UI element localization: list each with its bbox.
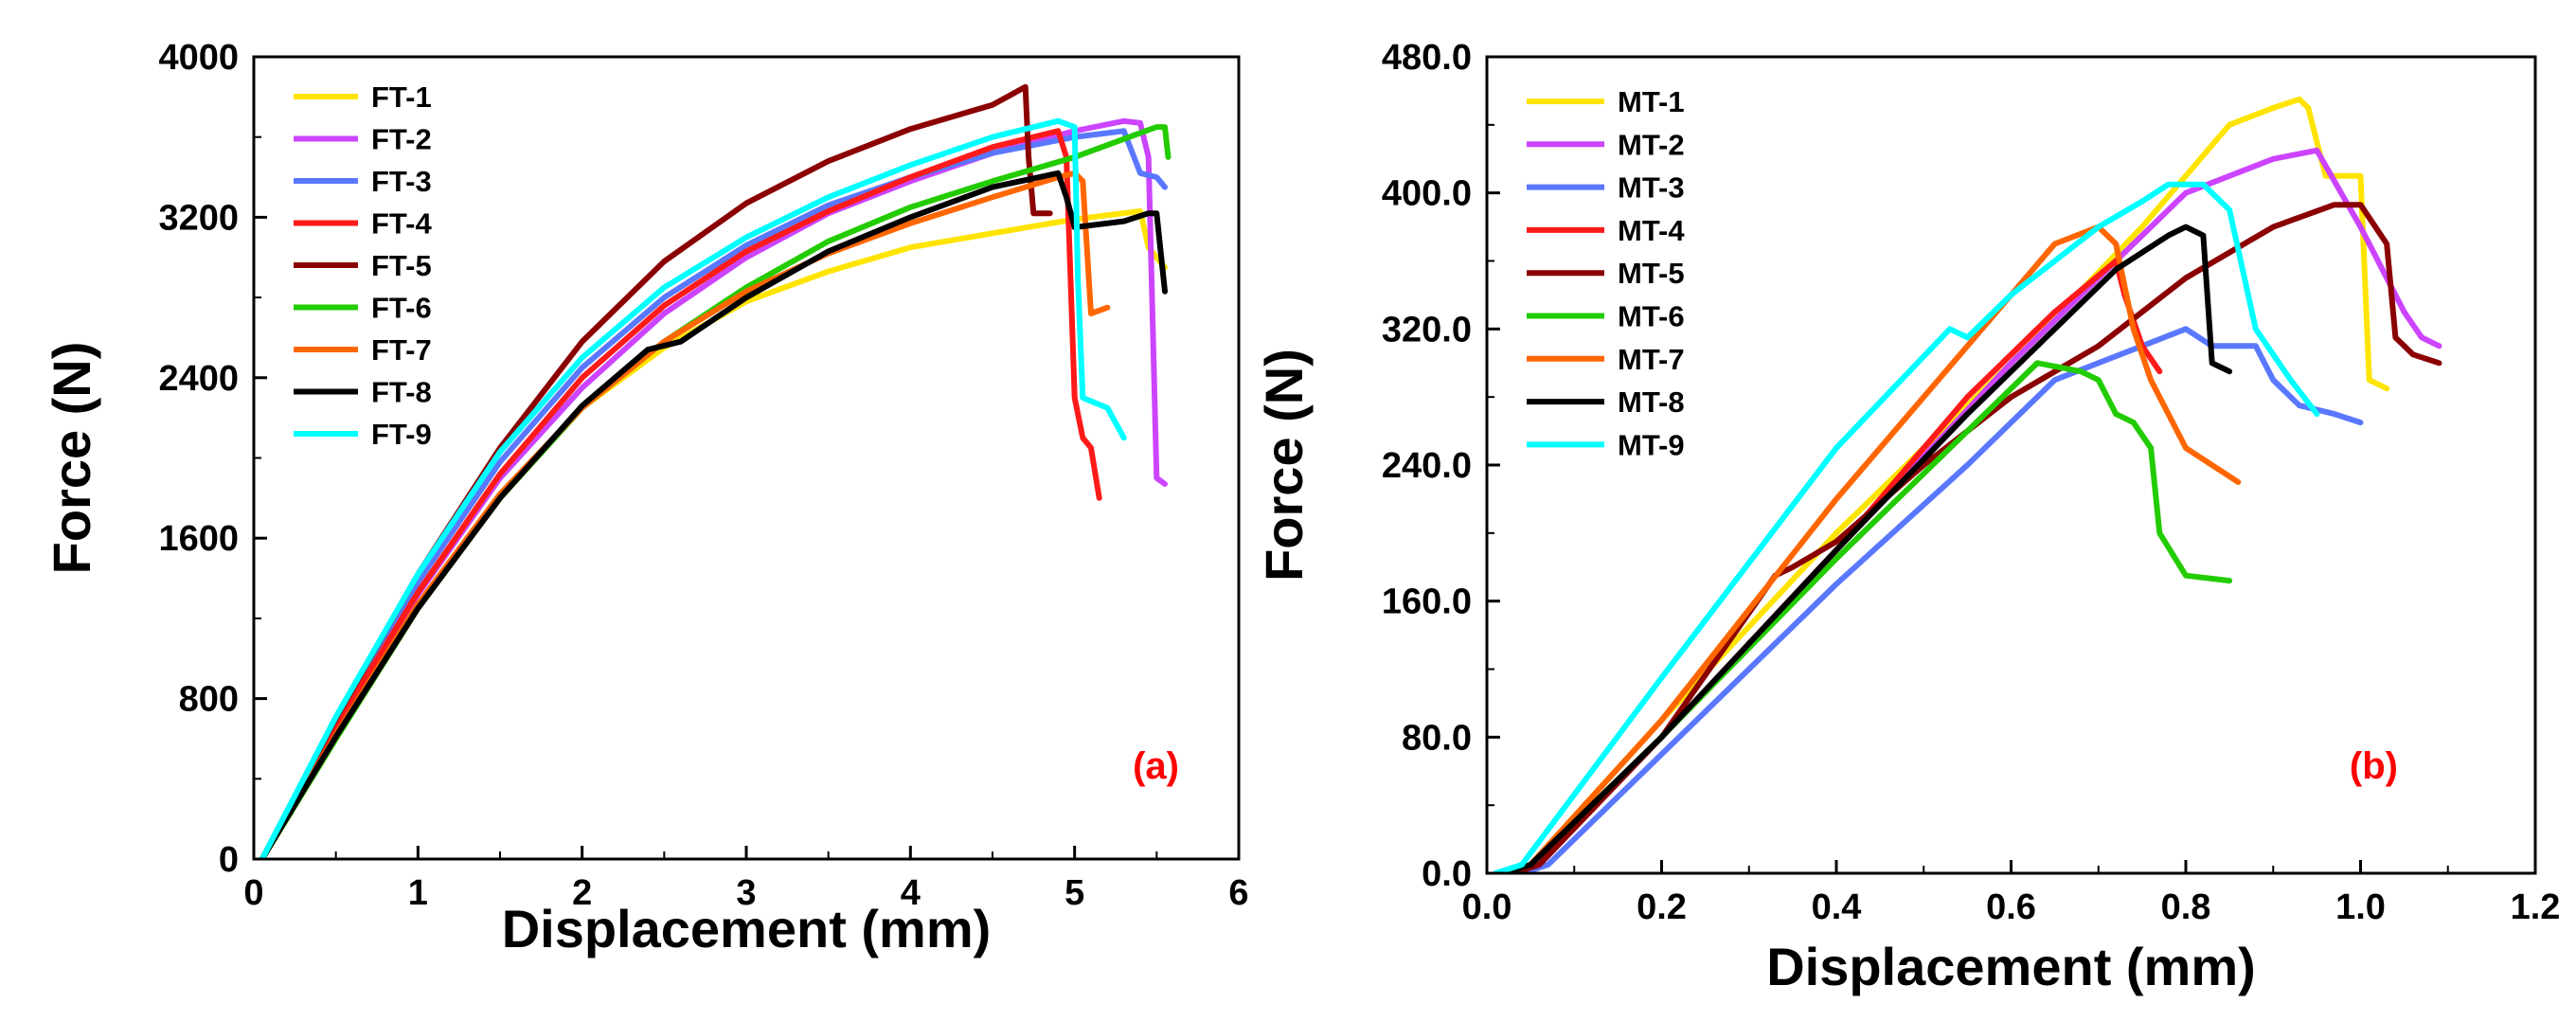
x-tick-label: 0.0 xyxy=(1462,887,1512,927)
y-tick-label: 240.0 xyxy=(1382,446,1472,486)
x-tick-label: 0.6 xyxy=(1986,887,2036,927)
legend-label-ft-8: FT-8 xyxy=(371,376,432,409)
panel-label: (b) xyxy=(2350,745,2398,787)
y-tick-label: 320.0 xyxy=(1382,310,1472,349)
y-tick-label: 0.0 xyxy=(1422,854,1472,894)
legend-label-mt-9: MT-9 xyxy=(1618,428,1685,461)
series-group xyxy=(1493,96,2442,873)
legend: FT-1 FT-2 FT-3 FT-4 FT-5 FT-6 FT-7 FT-8 FT-9 xyxy=(294,81,432,451)
series-line-ft-3 xyxy=(259,128,1168,859)
legend-label-ft-9: FT-9 xyxy=(371,418,432,451)
legend-label-mt-7: MT-7 xyxy=(1618,343,1685,376)
legend-label-mt-5: MT-5 xyxy=(1618,257,1685,290)
series-line-mt-8 xyxy=(1501,224,2233,873)
chart-panel-a: 0 1 2 3 4 5 6 0 800 1600 2400 3200 4000 Displacement … xyxy=(42,38,1249,958)
x-tick-label: 6 xyxy=(1228,873,1248,913)
x-axis-title: Displacement (mm) xyxy=(1766,937,2256,996)
series-line-ft-9 xyxy=(259,117,1127,859)
series-group xyxy=(259,83,1172,859)
series-line-mt-7 xyxy=(1501,224,2242,873)
x-tick-label: 5 xyxy=(1064,873,1084,913)
y-tick-label: 80.0 xyxy=(1402,718,1472,758)
y-axis-title: Force (N) xyxy=(42,342,101,575)
legend-label-ft-6: FT-6 xyxy=(371,292,432,325)
y-tick-label: 480.0 xyxy=(1382,38,1472,78)
legend-label-mt-6: MT-6 xyxy=(1618,300,1685,333)
x-tick-label: 1 xyxy=(408,873,428,913)
x-tick-label: 2 xyxy=(572,873,592,913)
x-tick-label: 0.2 xyxy=(1637,887,1687,927)
legend-label-mt-3: MT-3 xyxy=(1618,171,1685,205)
legend-label-mt-2: MT-2 xyxy=(1618,128,1685,161)
y-tick-label: 400.0 xyxy=(1382,174,1472,214)
y-tick-label: 800 xyxy=(179,680,239,720)
series-line-mt-9 xyxy=(1493,181,2320,873)
panel-label: (a) xyxy=(1133,745,1179,787)
y-tick-label: 0 xyxy=(219,840,239,880)
x-tick-label: 1.0 xyxy=(2335,887,2386,927)
series-line-ft-4 xyxy=(259,128,1102,859)
legend-label-mt-1: MT-1 xyxy=(1618,85,1685,118)
y-tick-label: 1600 xyxy=(158,519,239,559)
x-tick-label: 0.8 xyxy=(2161,887,2211,927)
legend-label-ft-5: FT-5 xyxy=(371,249,432,282)
x-tick-label: 4 xyxy=(901,873,921,913)
legend-label-ft-7: FT-7 xyxy=(371,333,432,367)
x-tick-label: 3 xyxy=(736,873,756,913)
x-tick-label: 0 xyxy=(243,873,263,913)
chart-panel-b: 0.0 0.2 0.4 0.6 0.8 1.0 1.2 0.0 80.0 160.0 240.0 32… xyxy=(1254,38,2560,996)
series-line-mt-3 xyxy=(1518,326,2364,873)
y-tick-label: 3200 xyxy=(158,198,239,238)
x-tick-label: 0.4 xyxy=(1812,887,1862,927)
y-tick-label: 4000 xyxy=(158,38,239,78)
series-line-ft-8 xyxy=(259,170,1168,859)
y-tick-label: 2400 xyxy=(158,359,239,399)
legend-label-mt-4: MT-4 xyxy=(1618,214,1685,247)
x-axis-title: Displacement (mm) xyxy=(502,899,992,958)
legend-label-ft-4: FT-4 xyxy=(371,207,432,241)
legend-label-ft-2: FT-2 xyxy=(371,123,432,156)
series-line-mt-1 xyxy=(1501,96,2390,873)
x-tick-label: 1.2 xyxy=(2511,887,2561,927)
y-tick-label: 160.0 xyxy=(1382,582,1472,622)
legend-label-ft-1: FT-1 xyxy=(371,81,432,114)
legend-label-mt-8: MT-8 xyxy=(1618,385,1685,419)
legend: MT-1 MT-2 MT-3 MT-4 MT-5 MT-6 MT-7 MT-8 MT-9 xyxy=(1527,85,1685,461)
legend-label-ft-3: FT-3 xyxy=(371,165,432,198)
series-line-mt-5 xyxy=(1510,202,2442,873)
y-axis-title: Force (N) xyxy=(1254,349,1314,582)
